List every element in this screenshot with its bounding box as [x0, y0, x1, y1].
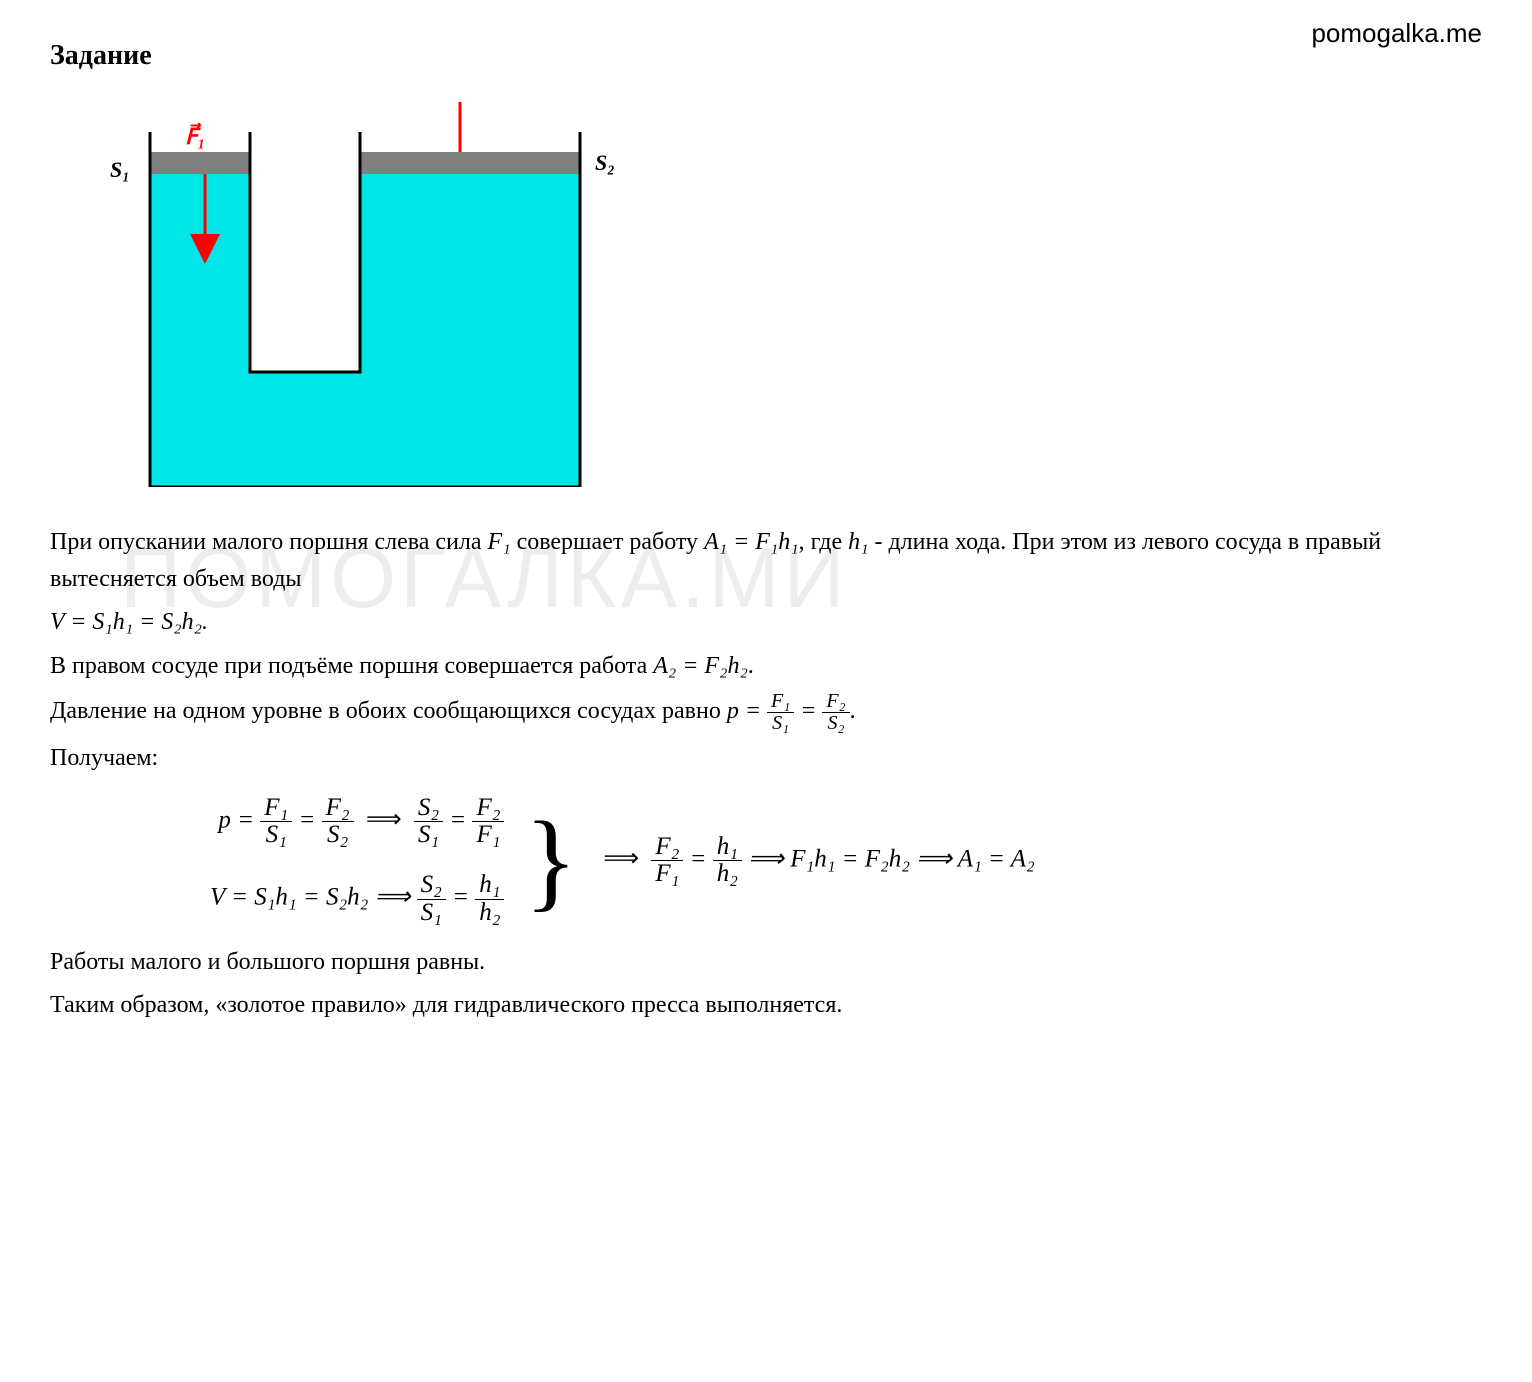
- paragraph-3: Давление на одном уровне в обоих сообщаю…: [50, 691, 1482, 734]
- svg-text:S₁: S₁: [110, 157, 130, 182]
- curly-brace-icon: }: [524, 820, 577, 900]
- paragraph-2: В правом сосуде при подъёме поршня совер…: [50, 648, 1482, 685]
- paragraph-1-eq: V = S₁h₁ = S₂h₂.: [50, 604, 1482, 641]
- hydraulic-press-diagram: S₁S₂F⃗₁F⃗₂: [80, 102, 1482, 494]
- paragraph-1: При опускании малого поршня слева сила F…: [50, 524, 1482, 598]
- paragraph-4: Получаем:: [50, 740, 1482, 777]
- paragraph-6: Таким образом, «золотое правило» для гид…: [50, 987, 1482, 1024]
- watermark-top: pomogalka.me: [1311, 18, 1482, 49]
- task-heading: Задание: [50, 40, 1482, 72]
- svg-text:S₂: S₂: [595, 150, 615, 175]
- derivation-equation: p = F₁S₁ = F₂S₂ ⟹ S₂S₁ = F₂F₁ V = S₁h₁ =…: [210, 795, 1482, 926]
- paragraph-5: Работы малого и большого поршня равны.: [50, 944, 1482, 981]
- solution-text: При опускании малого поршня слева сила F…: [50, 524, 1482, 1024]
- svg-text:F⃗₁: F⃗₁: [185, 122, 205, 149]
